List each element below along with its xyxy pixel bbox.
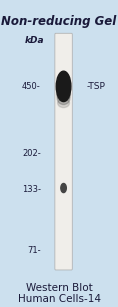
Ellipse shape — [58, 99, 70, 108]
Ellipse shape — [57, 92, 70, 105]
Ellipse shape — [57, 86, 70, 102]
Text: Western Blot: Western Blot — [26, 283, 92, 293]
Text: 202-: 202- — [22, 149, 41, 157]
Text: -TSP: -TSP — [86, 82, 105, 91]
FancyBboxPatch shape — [55, 33, 72, 270]
Text: 71-: 71- — [27, 246, 41, 255]
Text: Non-reducing Gel: Non-reducing Gel — [1, 15, 117, 28]
Text: Human Cells-14: Human Cells-14 — [17, 294, 101, 305]
Text: 450-: 450- — [22, 82, 41, 91]
Text: 133-: 133- — [22, 185, 41, 194]
Text: kDa: kDa — [25, 36, 45, 45]
Ellipse shape — [61, 184, 66, 192]
Ellipse shape — [56, 71, 71, 102]
